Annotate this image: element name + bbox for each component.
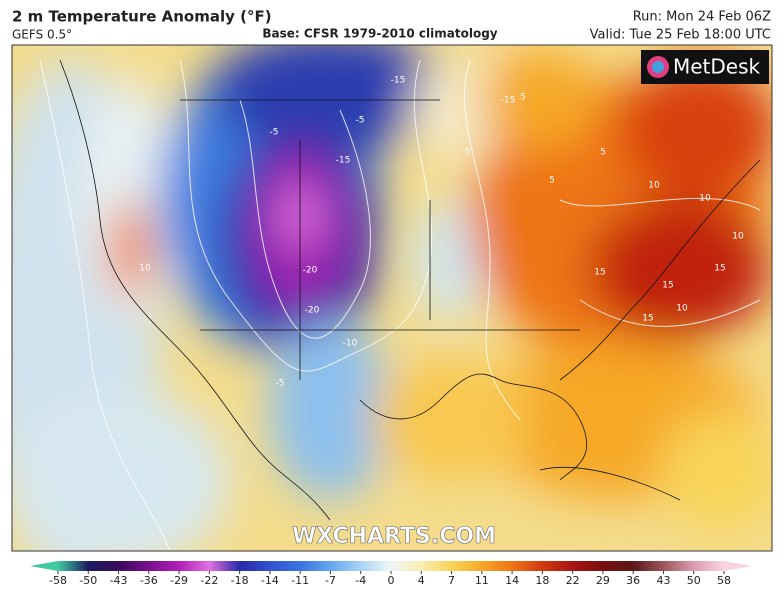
colorbar-tick-label: 29 (596, 574, 610, 587)
base: Base: CFSR 1979-2010 climatology (262, 27, 497, 41)
contour-label: -5 (276, 379, 285, 389)
colorbar-tick-label: 58 (717, 574, 731, 587)
model: GEFS 0.5° (12, 28, 72, 42)
colorbar-tick-label: -18 (231, 574, 249, 587)
colorbar-tick-label: 11 (475, 574, 489, 587)
contour-label: 10 (699, 194, 711, 204)
map: -15 -5 -15 -5 -15 -20 -20 -10 -5 5 5 5 5 10 10 10 15 15 15… (12, 45, 772, 551)
contour-label: 15 (642, 314, 653, 324)
colorbar-tick-label: 43 (656, 574, 670, 587)
colorbar-tick-label: -4 (355, 574, 366, 587)
run: Run: Mon 24 Feb 06Z (633, 10, 771, 25)
colorbar-tick-label: -58 (49, 574, 67, 587)
contour-label: -5 (356, 116, 365, 126)
contour-label: 5 (520, 93, 526, 103)
colorbar-tick-label: -22 (200, 574, 218, 587)
contour-label: -20 (303, 266, 318, 276)
logo: MetDesk (673, 55, 761, 79)
contour-label: 10 (139, 264, 151, 274)
contour-label: 10 (732, 232, 744, 242)
watermark: WXCHARTS.COM (292, 524, 496, 549)
colorbar-tick-label: -50 (79, 574, 97, 587)
colorbar-tick-label: 4 (418, 574, 425, 587)
contour-label: 5 (600, 148, 606, 158)
contour-label: -15 (336, 156, 351, 166)
contour-label: 10 (648, 181, 660, 191)
colorbar-tick-label: -36 (140, 574, 158, 587)
colorbar-tick-label: 18 (535, 574, 549, 587)
colorbar-tick-label: 22 (566, 574, 580, 587)
colorbar-tick-label: -14 (261, 574, 279, 587)
title: 2 m Temperature Anomaly (°F) (12, 8, 272, 26)
valid: Valid: Tue 25 Feb 18:00 UTC (590, 28, 771, 43)
colorbar-right-arrow (724, 561, 752, 571)
colorbar-tick-label: 7 (448, 574, 455, 587)
colorbar-tick-label: 50 (687, 574, 701, 587)
contour-label: 15 (662, 281, 673, 291)
colorbar-tick-label: 0 (388, 574, 395, 587)
colorbar-tick-label: -11 (291, 574, 309, 587)
contour-label: 15 (714, 264, 725, 274)
contour-label: 5 (465, 148, 471, 158)
contour-label: 10 (676, 304, 688, 314)
contour-label: -5 (270, 128, 279, 138)
contour-label: -20 (305, 306, 320, 316)
colorbar-left-arrow (30, 561, 58, 571)
colorbar-bar (58, 561, 724, 571)
colorbar-tick-label: -43 (110, 574, 128, 587)
contour-label: 15 (594, 268, 605, 278)
contour-label: -15 (501, 96, 516, 106)
colorbar-tick-label: 14 (505, 574, 519, 587)
contour-label: -15 (391, 76, 406, 86)
colorbar-tick-label: -7 (325, 574, 336, 587)
colorbar: -58 -50 -43 -36 -29 -22 -18 -14 -11 -7 -4 0 4 7 11 14 18… (30, 561, 752, 587)
colorbar-tick-label: -29 (170, 574, 188, 587)
colorbar-tick-label: 36 (626, 574, 640, 587)
contour-label: -10 (343, 339, 358, 349)
contour-label: 5 (549, 176, 555, 186)
